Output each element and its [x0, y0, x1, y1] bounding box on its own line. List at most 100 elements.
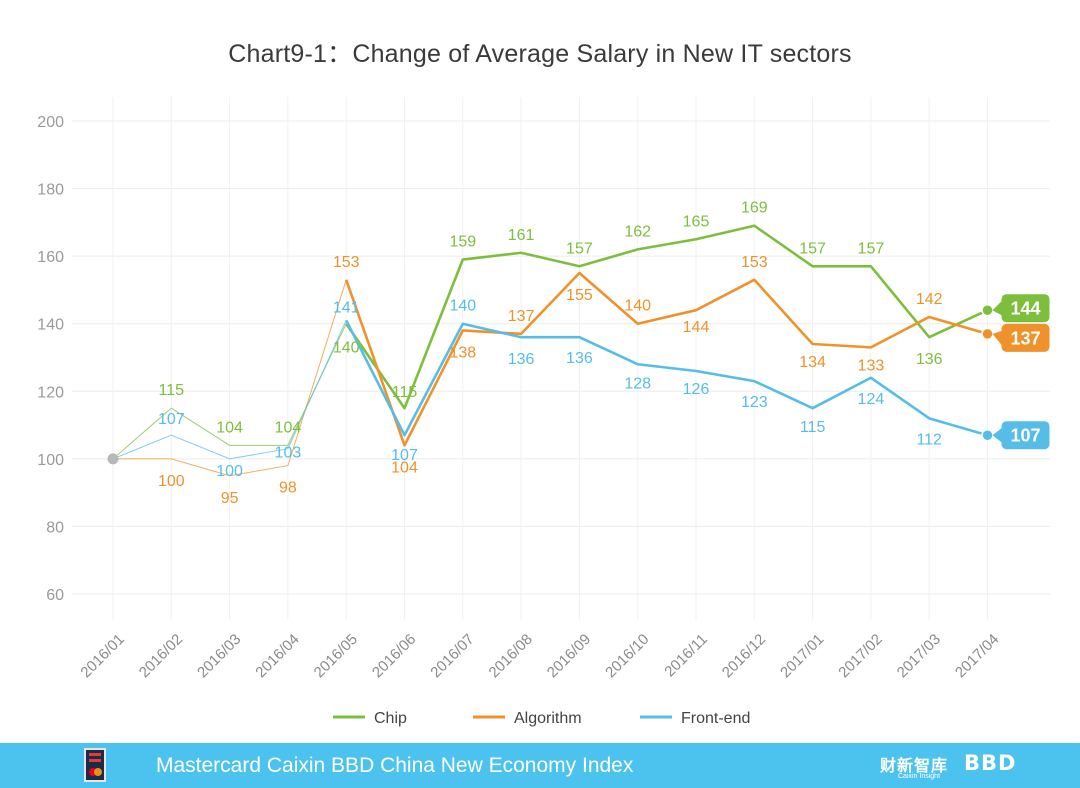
data-labels: 115 104 104 140 115 159 161 157 162 165 169 157 157 1…: [107, 200, 1050, 507]
x-tick-label: 2016/02: [136, 631, 186, 681]
series-line-chip: [345, 224, 989, 410]
x-tick-label: 2016/07: [427, 631, 477, 681]
data-label: 136: [916, 351, 943, 368]
data-label: 104: [391, 459, 418, 476]
data-label: 98: [279, 480, 297, 497]
data-label: 115: [392, 384, 418, 401]
end-value-label: 107: [1010, 426, 1040, 446]
x-tick-label: 2016/11: [661, 631, 711, 681]
end-point-marker: [981, 428, 994, 442]
x-tick-label: 2016/12: [719, 631, 769, 681]
y-tick-label: 120: [37, 384, 64, 401]
y-tick-label: 80: [46, 519, 64, 536]
series-line-algorithm: [344, 271, 988, 447]
data-label: 107: [158, 411, 185, 428]
data-label: 107: [391, 447, 418, 464]
x-tick-label: 2016/05: [311, 631, 361, 681]
data-label: 157: [858, 240, 885, 257]
data-label: 124: [858, 391, 885, 408]
x-tick-label: 2016/04: [252, 631, 302, 681]
data-label: 126: [683, 381, 710, 398]
series-lines: [112, 224, 989, 477]
data-label: 133: [858, 357, 885, 374]
data-label: 157: [566, 240, 593, 257]
grid-lines: [72, 97, 1050, 620]
data-label: 144: [683, 319, 710, 336]
end-value-label: 144: [1010, 299, 1040, 319]
data-label: 153: [333, 254, 360, 271]
data-label: 104: [275, 419, 302, 436]
data-label: 165: [683, 213, 710, 230]
data-label: 141: [333, 299, 360, 316]
data-label: 137: [508, 308, 535, 325]
data-label: 140: [449, 298, 476, 315]
x-tick-label: 2017/01: [777, 631, 827, 681]
x-tick-label: 2017/02: [835, 631, 885, 681]
data-label: 157: [799, 240, 826, 257]
x-tick-label: 2016/09: [544, 631, 594, 681]
data-label: 123: [741, 394, 768, 411]
y-axis: 60 80 100 120 140 160 180 200: [37, 114, 64, 604]
callout-pointer: [992, 428, 1002, 443]
legend: Chip Algorithm Front-end: [333, 710, 750, 727]
data-label: 169: [741, 200, 768, 217]
legend-label-chip: Chip: [374, 710, 407, 727]
caixin-insight-subtitle: Caixin Insight: [898, 773, 941, 780]
data-label: 162: [624, 223, 651, 240]
y-tick-label: 140: [37, 317, 64, 334]
data-label: 136: [566, 350, 593, 367]
data-label: 153: [741, 254, 768, 271]
y-tick-label: 180: [37, 182, 64, 199]
data-label: 115: [159, 382, 185, 399]
data-label: 95: [221, 490, 239, 507]
x-tick-label: 2016/08: [486, 631, 536, 681]
bbd-logo: BBD: [964, 751, 1017, 775]
data-label: 138: [449, 344, 476, 361]
data-label: 112: [916, 431, 942, 448]
x-tick-label: 2017/03: [894, 631, 944, 681]
legend-label-front-end: Front-end: [681, 710, 750, 727]
series-line-front-end: [345, 319, 988, 437]
data-label: 140: [333, 340, 360, 357]
data-label: 103: [275, 445, 302, 462]
legend-label-algorithm: Algorithm: [514, 710, 582, 727]
y-tick-label: 160: [37, 249, 64, 266]
data-label: 161: [508, 227, 535, 244]
x-tick-label: 2016/06: [369, 631, 419, 681]
end-point-marker: [981, 303, 994, 317]
caixin-insight-logo: 财新智库: [880, 758, 949, 775]
y-tick-label: 60: [46, 587, 64, 604]
chart-title: Chart9-1：Change of Average Salary in New…: [228, 40, 852, 68]
start-point-marker: [107, 453, 119, 465]
callout-pointer: [992, 301, 1002, 316]
x-tick-label: 2016/10: [602, 631, 652, 681]
end-value-callout: [1001, 294, 1050, 323]
end-value-callout: [1001, 421, 1050, 450]
footer-title: Mastercard Caixin BBD China New Economy …: [156, 754, 634, 777]
series-line-algorithm-early: [113, 279, 347, 477]
y-tick-label: 200: [37, 114, 64, 131]
data-label: 100: [158, 473, 185, 490]
data-label: 136: [508, 351, 535, 368]
x-tick-label: 2016/03: [194, 631, 244, 681]
end-point-marker: [981, 327, 994, 341]
data-label: 128: [624, 375, 651, 392]
x-tick-label: 2017/04: [952, 631, 1002, 681]
data-label: 104: [216, 419, 243, 436]
data-label: 142: [916, 291, 943, 308]
footer-banner: Mastercard Caixin BBD China New Economy …: [0, 743, 1080, 788]
data-label: 140: [624, 298, 651, 315]
end-value-callout: [1001, 323, 1050, 352]
data-label: 155: [566, 287, 593, 304]
x-axis: 2016/01 2016/02 2016/03 2016/04 2016/05 2016/…: [77, 631, 1002, 681]
series-line-front-end-early: [112, 320, 347, 460]
index-logo-icon: [84, 748, 106, 782]
end-value-label: 137: [1010, 328, 1040, 348]
line-chart: 60 80 100 120 140 160 180 200 2016/01 2016/02 201…: [37, 97, 1050, 727]
data-label: 115: [800, 419, 826, 436]
data-label: 159: [449, 234, 476, 251]
y-tick-label: 100: [37, 452, 64, 469]
callout-pointer: [992, 330, 1002, 345]
data-label: 134: [799, 354, 826, 371]
data-label: 100: [216, 463, 243, 480]
